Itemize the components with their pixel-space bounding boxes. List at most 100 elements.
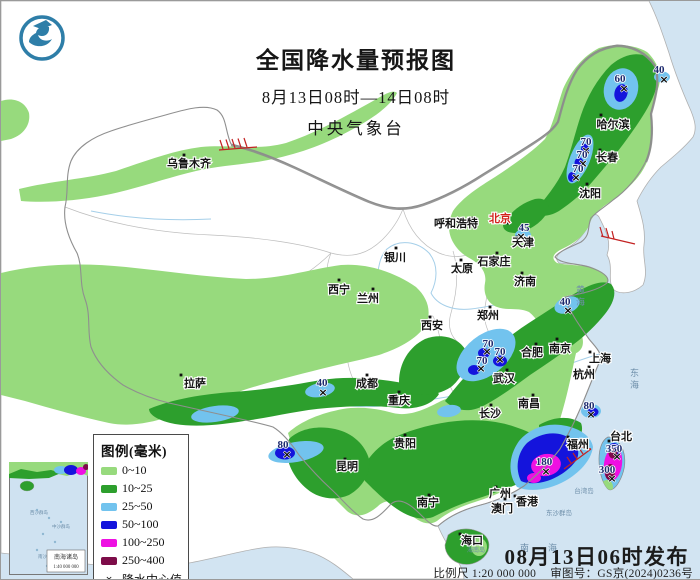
precip-center-x-icon: × [659,73,668,86]
sea-label: 黄 [576,284,586,295]
sea-label: 东 [630,367,640,378]
city-label-银川: 银川 [384,250,406,264]
legend-item-0~10: 0~10 [101,463,184,478]
city-label-福州: 福州 [566,437,589,451]
city-label-哈尔滨: 哈尔滨 [597,117,630,131]
precip-center-value: 40 [560,296,572,308]
taiwan-island [598,436,626,491]
city-dot-哈尔滨 [599,113,603,117]
city-label-南宁: 南宁 [417,495,439,509]
city-dot-乌鲁木齐 [182,153,186,157]
legend-label: 10~25 [122,481,153,495]
city-label-济南: 济南 [514,274,536,288]
inset-scale: 1:40 000 000 [53,565,79,570]
city-dot-上海 [588,350,592,354]
city-label-昆明: 昆明 [336,460,358,473]
legend-swatch [101,556,117,565]
approval-number: 审图号：GS京(2024)0236号 [550,568,693,580]
precip-center-x-icon: × [282,448,291,461]
city-label-郑州: 郑州 [477,308,499,322]
city-label-台北: 台北 [610,429,632,443]
precip-center-value: 70 [573,163,585,175]
precip-center-value: 300 [599,464,616,476]
precip-center-x-icon: × [563,304,572,317]
city-dot-沈阳 [585,182,589,186]
legend: 图例(毫米) 0~10 10~25 25~50 50~100 100~250 250~40… [93,434,189,579]
legend-label: 100~250 [122,535,165,549]
city-label-长沙: 长沙 [479,406,501,420]
city-label-沈阳: 沈阳 [579,186,601,200]
precip-center-x-icon: × [516,230,525,243]
city-label-海口: 海口 [461,533,483,547]
city-dot-长春 [598,148,602,152]
city-dot-西安 [428,315,432,319]
city-label-杭州: 杭州 [573,367,595,381]
hainan-island [444,528,490,565]
city-dot-西宁 [337,278,341,282]
city-dot-呼和浩特 [471,216,475,220]
precip-center-value: 70 [483,338,495,350]
city-dot-济南 [520,271,524,275]
city-label-太原: 太原 [450,261,473,275]
city-dot-贵阳 [403,433,407,437]
precip-center-x-icon: × [578,157,587,170]
city-label-西宁: 西宁 [328,282,350,296]
city-label-重庆: 重庆 [388,393,410,407]
precip-center-x-icon: × [612,450,621,463]
city-label-石家庄: 石家庄 [477,254,511,268]
precip-center-value: 70 [477,355,489,367]
city-label-西安: 西安 [421,318,443,332]
island-label: 东沙群岛 [546,508,572,517]
issue-time: 08月13日06时发布 [504,545,689,569]
legend-title: 图例(毫米) [101,444,167,459]
island-label: 台湾岛 [574,486,594,495]
island-label: 海南岛 [467,546,485,554]
city-dot-银川 [394,246,398,250]
city-dot-澳门 [503,497,507,501]
city-dot-广州 [494,485,498,489]
city-label-长春: 长春 [596,150,619,164]
city-dot-郑州 [488,305,492,309]
precip-center-value: 45 [519,222,531,234]
legend-item-10~25: 10~25 [101,481,184,496]
city-dot-南宁 [427,493,431,497]
agency-name: 中央气象台 [307,119,405,138]
precip-center-x-icon: × [318,386,327,399]
city-label-乌鲁木齐: 乌鲁木齐 [167,156,212,170]
precip-center-value: 180 [536,456,553,468]
precip-center-x-icon: × [482,345,491,358]
city-dot-太原 [459,258,463,262]
precip-center-x-icon: × [607,472,616,485]
city-dot-台北 [607,439,611,443]
sea-label: 海 [576,296,586,307]
precip-center-x-icon: × [586,408,595,421]
precip-center-value: 70 [495,346,507,358]
city-dot-合肥 [534,342,538,346]
legend-swatch [101,466,117,475]
legend-item-50~100: 50~100 [101,517,184,532]
legend-swatch [101,538,117,547]
city-dot-杭州 [587,365,591,369]
precip-center-value: 60 [615,73,627,85]
legend-label: 250~400 [122,553,165,567]
city-label-合肥: 合肥 [521,345,543,359]
inset-title: 南海诸岛 [54,553,78,561]
precip-center-value: 40 [654,64,666,76]
city-label-北京: 北京 [489,211,511,225]
city-label-兰州: 兰州 [357,291,379,305]
city-dot-昆明 [343,457,347,461]
city-label-南昌: 南昌 [518,396,540,410]
city-label-澳门: 澳门 [491,501,513,515]
legend-rows: 0~10 10~25 25~50 50~100 100~250 250~400 [101,463,184,568]
legend-label: 0~10 [122,463,147,477]
forecast-period: 8月13日08时—14日08时 [261,88,451,107]
precip-center-value: 80 [278,439,290,451]
city-dot-成都 [365,373,369,377]
legend-item-25~50: 25~50 [101,499,184,514]
city-dot-兰州 [371,287,375,291]
sea-label: 海 [548,542,558,553]
page-title: 全国降水量预报图 [256,48,456,73]
city-label-上海: 上海 [589,351,611,365]
